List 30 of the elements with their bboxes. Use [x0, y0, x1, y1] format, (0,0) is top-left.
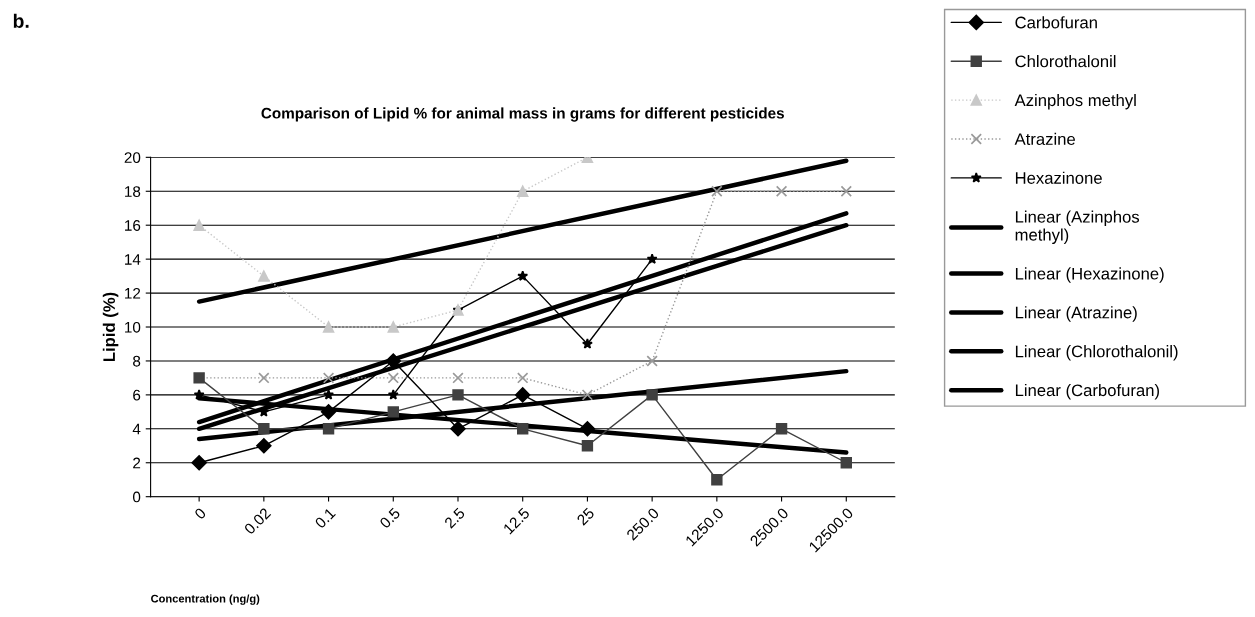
y-tick-label: 10: [125, 321, 141, 333]
legend-label: Linear (Carbofuran): [1015, 383, 1159, 400]
legend-label: Linear (Hexazinone): [1015, 267, 1164, 283]
y-tick-label: 20: [124, 152, 141, 164]
legend-label: Carbofuran: [1015, 16, 1097, 29]
y-tick-label: 6: [133, 389, 141, 401]
x-tick-label: 0: [193, 507, 207, 520]
legend-label: Hexazinone: [1015, 171, 1102, 184]
legend-label: Linear (Azinphos methyl): [1015, 210, 1140, 245]
legend-label: Atrazine: [1014, 132, 1075, 146]
y-tick-label: 2: [133, 457, 141, 469]
legend-label: Linear (Chlorothalonil): [1015, 345, 1178, 361]
y-axis-title: Lipid (%): [102, 292, 119, 362]
x-tick-label: 25: [576, 507, 595, 526]
legend-label: Linear (Atrazine): [1015, 306, 1137, 322]
chart-title: Comparison of Lipid % for animal mass in grams for different pesticides: [261, 107, 784, 122]
x-tick-label: 0.1: [314, 507, 336, 529]
x-tick-label: 2.5: [443, 507, 466, 529]
y-tick-label: 4: [132, 423, 141, 435]
x-tick-label: 0.5: [378, 507, 401, 529]
text: b.: [13, 13, 29, 28]
y-tick-label: 0: [132, 491, 141, 503]
y-tick-label: 14: [125, 254, 141, 265]
y-tick-label: 16: [125, 220, 141, 231]
x-axis-title: Concentration (ng/g): [151, 594, 260, 605]
y-tick-label: 8: [133, 355, 141, 367]
legend-label: Azinphos methyl: [1014, 93, 1136, 110]
y-tick-label: 12: [125, 287, 141, 299]
y-tick-label: 18: [125, 186, 141, 197]
legend-label: Chlorothalonil: [1015, 55, 1116, 68]
